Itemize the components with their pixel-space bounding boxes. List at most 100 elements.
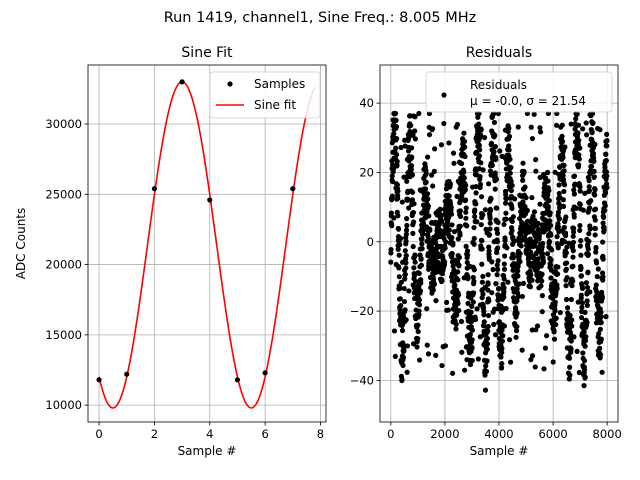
residual-point [547,218,553,224]
residual-point [420,220,426,226]
residual-point [591,168,597,174]
residual-point [501,261,507,267]
residual-point [498,354,504,360]
residual-point [471,224,477,231]
residual-point [513,328,520,334]
residual-point [579,285,586,292]
residual-point [561,224,567,231]
residual-point [548,275,554,281]
residual-point [573,116,579,122]
residual-point [495,219,501,225]
residual-point [590,120,596,126]
residual-point [472,316,479,322]
residual-point [478,194,485,200]
residual-point [465,276,471,282]
residual-point [585,269,591,275]
residual-point [429,126,436,132]
residual-point [426,132,433,138]
residual-point [389,173,395,179]
residual-point [570,239,577,245]
residual-point [394,135,400,142]
residual-point [462,186,468,193]
residual-point [570,278,576,284]
residual-point [396,252,402,258]
residual-point [537,129,544,135]
residual-point [576,137,582,143]
residual-point [402,248,408,254]
residual-point [586,205,593,211]
residual-point [549,247,555,253]
residual-point [571,173,578,179]
residual-point [486,298,492,304]
residual-point [422,186,429,192]
residual-point [573,205,579,211]
residual-point [469,344,475,351]
residual-point [556,171,562,178]
residual-point [444,222,451,228]
residual-point [564,244,570,250]
residual-point [443,239,449,245]
residual-point [577,201,583,208]
residual-point [461,130,467,136]
residual-point [456,307,462,314]
residual-point [473,190,479,196]
residual-point [493,156,499,163]
residual-point [494,262,500,268]
residual-point [482,372,488,378]
residual-point [458,318,465,325]
residual-point [569,323,575,329]
residual-point [416,110,422,117]
residual-point [429,172,435,178]
residual-point [600,274,606,280]
residual-point [439,218,445,224]
residual-point [409,154,415,160]
residual-point [598,319,604,326]
residual-point [457,208,463,214]
x-axis-label: Sample # [470,444,529,458]
residual-point [416,312,422,318]
residual-point [416,270,422,277]
residual-point [471,290,477,296]
residual-point [592,192,598,198]
residual-point [463,215,469,221]
residual-point [445,307,451,313]
residual-point [585,251,592,257]
residual-point [508,187,514,194]
residual-point [391,131,397,137]
residual-point [463,209,469,215]
residual-point [506,147,512,153]
residual-point [555,245,561,251]
residual-point [454,193,460,199]
residual-point [485,281,491,287]
residual-point [479,238,485,244]
residual-point [474,219,480,225]
residual-point [572,181,578,187]
residual-point [520,177,526,184]
residual-point [509,205,515,212]
residual-point [398,144,404,151]
residual-point [537,201,543,207]
residual-point [491,119,498,126]
residual-point [580,207,586,213]
legend: Samples Sine fit [209,71,321,119]
residual-point [449,222,455,228]
residual-point [527,284,533,290]
residual-point [554,285,560,291]
legend-label-residuals: Residuals [470,78,527,92]
residual-point [560,154,566,161]
residual-point [398,279,404,285]
residual-point [482,134,488,141]
residual-point [574,348,580,354]
residual-point [567,312,573,319]
residual-point [418,256,424,262]
residual-point [601,214,607,220]
residual-point [463,205,469,211]
residual-point [539,293,545,299]
residual-point [546,188,552,194]
residual-point [476,121,482,127]
residual-point [580,126,586,132]
residual-point [545,178,551,184]
residual-point [514,286,520,292]
residual-point [456,254,463,261]
residual-point [431,168,437,174]
